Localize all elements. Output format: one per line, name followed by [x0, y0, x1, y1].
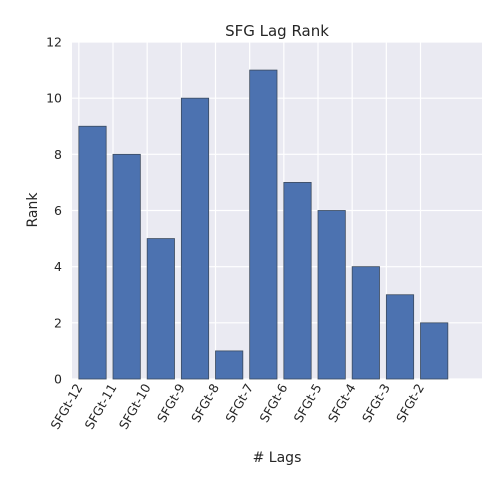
- y-tick-label: 6: [54, 203, 62, 218]
- y-axis-ticks: 0 2 4 6 8 10 12: [46, 35, 62, 387]
- bar-SFGt-9: [180, 97, 210, 380]
- x-tick-label: SFGt-2: [393, 381, 427, 425]
- bar-SFGt-7: [249, 69, 278, 380]
- x-tick-label: SFGt-5: [291, 381, 325, 425]
- bars: [78, 69, 449, 380]
- x-tick-label: SFGt-3: [359, 381, 393, 425]
- bar-SFGt-10: [146, 238, 175, 380]
- chart-title: SFG Lag Rank: [225, 22, 329, 40]
- y-tick-label: 12: [46, 35, 62, 50]
- y-tick-label: 8: [54, 147, 62, 162]
- x-tick-label: SFGt-11: [82, 381, 120, 432]
- bar-SFGt-3: [385, 294, 415, 380]
- bar-SFGt-2: [420, 322, 449, 380]
- bar-SFGt-5: [317, 210, 346, 380]
- bar-SFGt-11: [112, 153, 141, 380]
- y-tick-label: 0: [54, 372, 62, 387]
- y-axis-label: Rank: [25, 192, 41, 228]
- x-axis-label: # Lags: [253, 450, 302, 466]
- bar-SFGt-6: [283, 182, 312, 380]
- bar-SFGt-4: [351, 266, 380, 380]
- x-tick-label: SFGt-4: [325, 381, 359, 425]
- x-tick-label: SFGt-6: [256, 381, 290, 425]
- y-tick-label: 10: [46, 91, 62, 106]
- bar-SFGt-12: [78, 125, 107, 380]
- y-tick-label: 2: [54, 315, 62, 330]
- x-tick-label: SFGt-9: [154, 381, 188, 425]
- y-tick-label: 4: [54, 259, 62, 274]
- x-tick-label: SFGt-12: [47, 381, 85, 432]
- x-tick-label: SFGt-10: [116, 381, 154, 432]
- x-tick-label: SFGt-7: [222, 381, 256, 425]
- bar-SFGt-8: [215, 350, 244, 380]
- x-tick-label: SFGt-8: [188, 381, 222, 425]
